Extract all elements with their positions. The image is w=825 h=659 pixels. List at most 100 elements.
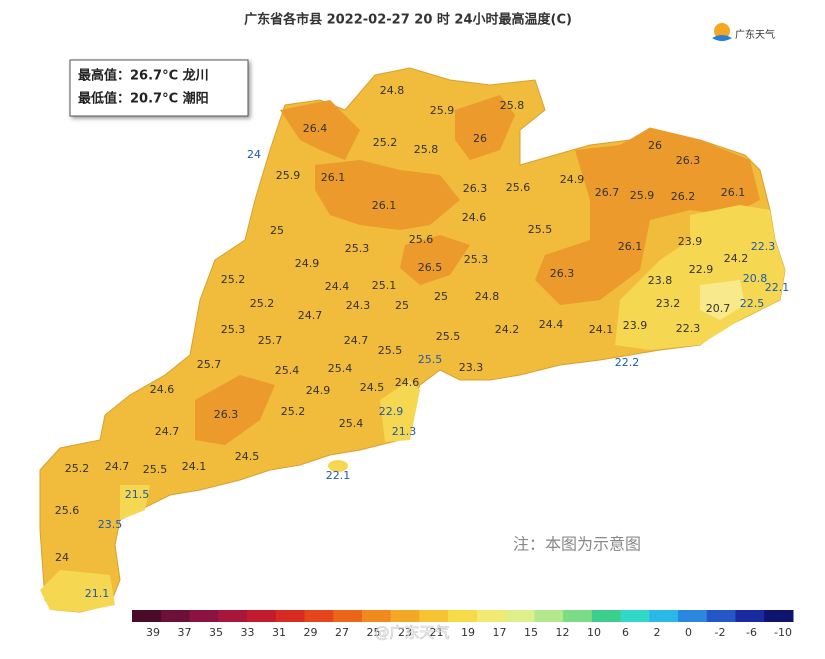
station-label: 22.5: [740, 297, 765, 310]
island: [328, 460, 348, 472]
station-label: 24.7: [344, 334, 369, 347]
scale-label: -10: [774, 626, 792, 639]
scale-swatch: [390, 610, 420, 622]
station-label: 24.4: [539, 318, 564, 331]
scale-swatch: [304, 610, 334, 622]
station-label: 25: [395, 299, 409, 312]
station-label: 24.2: [724, 252, 749, 265]
station-label: 25.5: [436, 330, 461, 343]
cool-zone: [700, 280, 745, 320]
station-label: 26: [648, 139, 662, 152]
station-label: 24.1: [182, 460, 207, 473]
station-label: 25.4: [339, 417, 364, 430]
scale-swatch: [189, 610, 219, 622]
station-label: 22.3: [676, 322, 701, 335]
cool-zone: [615, 205, 785, 350]
station-label: 26.2: [671, 190, 696, 203]
scale-swatch: [132, 610, 162, 622]
station-label: 25.2: [221, 273, 246, 286]
scale-label: -2: [715, 626, 726, 639]
station-label: 24: [55, 551, 69, 564]
warm-zone: [315, 160, 460, 230]
station-label: 26.5: [418, 261, 443, 274]
station-label: 25.5: [378, 344, 403, 357]
station-label: 24.7: [155, 425, 180, 438]
station-label: 24.9: [306, 384, 331, 397]
note: 注：本图为示意图: [513, 535, 641, 554]
station-label: 22.3: [751, 240, 776, 253]
station-label: 25.7: [197, 358, 222, 371]
scale-label: 17: [493, 626, 507, 639]
scale-label: 37: [178, 626, 192, 639]
scale-swatch: [333, 610, 363, 622]
station-label: 23.9: [623, 319, 648, 332]
title: 广东省各市县 2022-02-27 20 时 24小时最高温度(C): [244, 12, 572, 28]
station-label: 21.3: [392, 425, 417, 438]
station-label: 26.3: [550, 267, 575, 280]
scale-label: 2: [654, 626, 661, 639]
station-label: 24.9: [560, 173, 585, 186]
scale-swatch: [419, 610, 449, 622]
station-label: 24.9: [295, 257, 320, 270]
station-label: 24.5: [360, 381, 385, 394]
logo-sun: [714, 23, 730, 39]
scale-label: 21: [430, 626, 444, 639]
station-label: 24.6: [462, 211, 487, 224]
station-label: 25.8: [500, 99, 525, 112]
summary-box: 最高值：26.7°C 龙川 最低值：20.7°C 潮阳: [69, 59, 249, 117]
station-label: 25.2: [281, 405, 306, 418]
warm-zone: [280, 100, 360, 160]
station-label: 25.3: [221, 323, 246, 336]
station-label: 25: [434, 290, 448, 303]
watermark: @广东天气: [374, 624, 449, 642]
station-label: 25.4: [328, 362, 353, 375]
scale-label: 0: [685, 626, 692, 639]
scale-swatch: [246, 610, 277, 622]
scale-label: 33: [241, 626, 255, 639]
scale-swatch: [476, 610, 507, 622]
station-label: 25.6: [506, 181, 531, 194]
scale-label: 27: [335, 626, 349, 639]
warm-zone: [535, 128, 760, 305]
station-label: 26.1: [618, 240, 643, 253]
max-text: 最高值：26.7°C 龙川: [78, 68, 209, 84]
station-label: 24.2: [495, 323, 520, 336]
station-label: 25.9: [430, 104, 455, 117]
station-label: 26.1: [721, 186, 746, 199]
station-label: 25.2: [65, 462, 90, 475]
station-label: 24.4: [325, 280, 350, 293]
station-label: 25.1: [372, 279, 397, 292]
scale-label: -6: [746, 626, 757, 639]
scale-swatch: [591, 610, 622, 622]
scale-label: 25: [367, 626, 381, 639]
cool-zone: [380, 380, 420, 442]
scale-swatch: [620, 610, 650, 622]
station-label: 21.5: [125, 488, 150, 501]
station-label: 23.2: [656, 297, 681, 310]
station-label: 20.7: [706, 302, 731, 315]
scale-label: 39: [146, 626, 160, 639]
scale-label: 31: [272, 626, 286, 639]
station-label: 23.9: [678, 235, 703, 248]
logo-wave: [712, 35, 732, 41]
station-label: 20.8: [743, 272, 768, 285]
station-label: 21.1: [85, 587, 110, 600]
station-label: 26.4: [303, 122, 328, 135]
station-label: 25.6: [409, 233, 434, 246]
station-label: 26.7: [595, 186, 620, 199]
province: [39, 67, 786, 613]
station-label: 24.6: [150, 383, 175, 396]
scale-label: 6: [622, 626, 629, 639]
station-label: 25.2: [250, 297, 275, 310]
scale-swatch: [448, 610, 478, 622]
station-label: 25: [270, 224, 284, 237]
cool-zone: [40, 570, 115, 612]
station-label: 23.5: [98, 518, 123, 531]
warm-zone: [195, 375, 275, 445]
scale-label: 29: [304, 626, 318, 639]
station-label: 24.7: [298, 309, 323, 322]
warm-zone: [400, 235, 470, 285]
scale-swatch: [563, 610, 593, 622]
station-label: 23.8: [648, 274, 673, 287]
scale-label: 12: [556, 626, 570, 639]
